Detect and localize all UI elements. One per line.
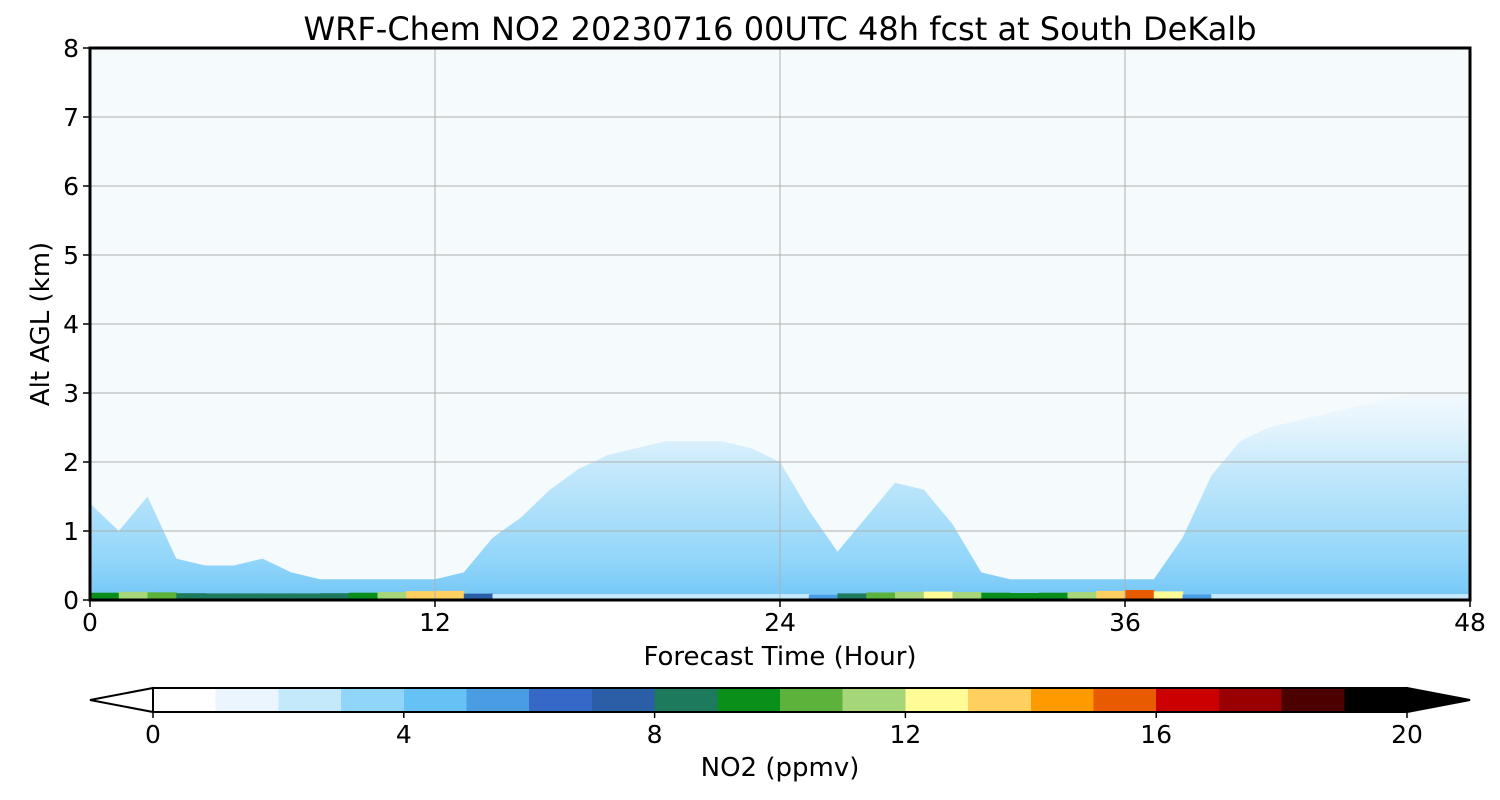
- surface-no2-cell: [1412, 594, 1442, 600]
- y-tick-label: 1: [63, 517, 79, 546]
- colorbar: 0 4 8 12 16 20 NO2 (ppmv): [89, 686, 1471, 783]
- y-tick-label: 4: [63, 310, 79, 339]
- surface-no2-cell: [636, 594, 666, 600]
- surface-no2-cell: [1383, 594, 1414, 600]
- y-tick-label: 0: [63, 586, 79, 615]
- y-axis-ticks: 0 1 2 3 4 5 6 7 8: [63, 34, 90, 615]
- surface-no2-cell: [118, 591, 149, 600]
- surface-no2-cell: [406, 591, 436, 600]
- colorbar-tick-label: 20: [1391, 720, 1423, 749]
- x-tick-label: 24: [764, 608, 796, 637]
- surface-no2-cell: [1355, 594, 1385, 600]
- surface-no2-cell: [1326, 594, 1356, 600]
- surface-no2-cell: [463, 593, 494, 600]
- surface-no2-cell: [1010, 593, 1040, 600]
- surface-no2-cell: [320, 593, 350, 600]
- colorbar-label: NO2 (ppmv): [701, 753, 860, 783]
- surface-no2-cell: [1297, 594, 1327, 600]
- y-tick-label: 7: [63, 103, 79, 132]
- y-tick-label: 2: [63, 448, 79, 477]
- colorbar-extend-high: [1406, 686, 1471, 714]
- surface-no2-cell: [233, 593, 264, 600]
- x-tick-label: 48: [1454, 608, 1486, 637]
- surface-no2-cell: [808, 594, 839, 600]
- surface-no2-cell: [550, 594, 580, 600]
- surface-no2-cell: [895, 591, 925, 600]
- surface-no2-cell: [492, 594, 522, 600]
- colorbar-extend-low: [89, 686, 154, 714]
- y-tick-label: 3: [63, 379, 79, 408]
- surface-no2-cell: [665, 594, 695, 600]
- surface-no2-cell: [923, 591, 954, 600]
- surface-no2-cell: [866, 592, 896, 600]
- x-tick-label: 0: [82, 608, 98, 637]
- surface-no2-cell: [693, 594, 724, 600]
- x-tick-label: 12: [419, 608, 451, 637]
- colorbar-tick-label: 4: [396, 720, 412, 749]
- surface-no2-cell: [1441, 594, 1470, 600]
- y-tick-label: 8: [63, 34, 79, 63]
- colorbar-tick-label: 16: [1140, 720, 1172, 749]
- surface-no2-cell: [780, 594, 810, 600]
- surface-no2-cell: [1211, 594, 1241, 600]
- colorbar-tick-label: 0: [145, 720, 161, 749]
- surface-no2-cell: [147, 592, 177, 600]
- x-tick-label: 36: [1109, 608, 1141, 637]
- surface-no2-cell: [607, 594, 637, 600]
- surface-no2-cell: [578, 594, 609, 600]
- surface-no2-cell: [751, 594, 781, 600]
- surface-no2-cell: [1240, 594, 1270, 600]
- surface-no2-cell: [348, 592, 379, 600]
- surface-no2-cell: [1067, 592, 1097, 600]
- surface-no2-cell: [90, 592, 120, 600]
- surface-no2-cell: [1268, 594, 1299, 600]
- surface-no2-cell: [981, 592, 1011, 600]
- surface-no2-cell: [521, 594, 551, 600]
- surface-no2-cell: [1125, 590, 1155, 600]
- y-axis-label: Alt AGL (km): [26, 242, 56, 406]
- colorbar-body: [152, 687, 1408, 713]
- surface-no2-cell: [1153, 591, 1184, 600]
- surface-no2-cell: [435, 590, 465, 600]
- surface-no2-cell: [837, 593, 867, 600]
- surface-no2-cell: [262, 593, 292, 600]
- surface-no2-cell: [1038, 592, 1069, 600]
- x-axis-label: Forecast Time (Hour): [643, 642, 916, 672]
- surface-no2-cell: [722, 594, 752, 600]
- x-axis-ticks: 0 12 24 36 48: [82, 600, 1486, 637]
- surface-no2-cell: [205, 593, 235, 600]
- surface-no2-cell: [377, 592, 407, 600]
- y-tick-label: 6: [63, 172, 79, 201]
- surface-no2-cell: [176, 593, 206, 600]
- surface-no2-cell: [952, 592, 982, 600]
- colorbar-tick-label: 8: [647, 720, 663, 749]
- surface-no2-cell: [291, 593, 321, 600]
- chart-title: WRF-Chem NO2 20230716 00UTC 48h fcst at …: [304, 10, 1257, 48]
- colorbar-tick-label: 12: [889, 720, 921, 749]
- surface-no2-cell: [1182, 594, 1212, 600]
- surface-no2-band: [90, 590, 1470, 600]
- colorbar-ticks: 0 4 8 12 16 20: [145, 712, 1423, 749]
- surface-no2-cell: [1096, 590, 1126, 600]
- y-tick-label: 5: [63, 241, 79, 270]
